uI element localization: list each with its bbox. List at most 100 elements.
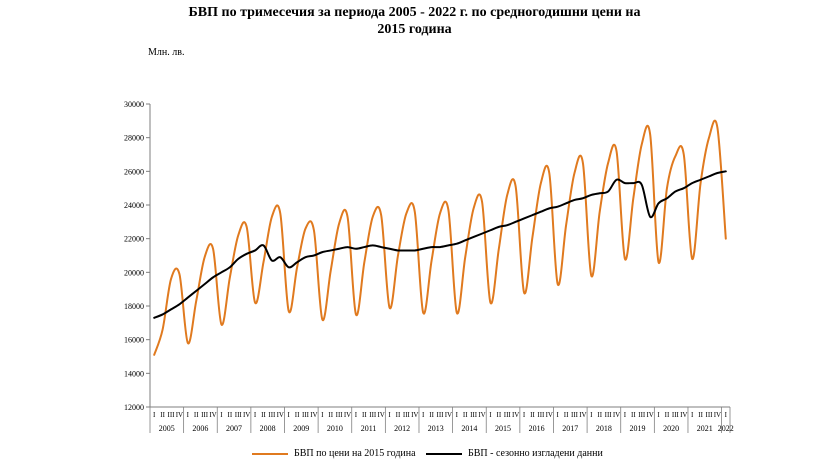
x-quarter-label: II — [261, 411, 266, 419]
x-year-label: 2019 — [630, 424, 646, 433]
y-tick-label: 14000 — [124, 369, 144, 378]
x-quarter-label: IV — [377, 411, 384, 419]
y-tick-label: 28000 — [124, 134, 144, 143]
legend-item-black: БВП - сезонно изгладени данни — [426, 448, 603, 459]
x-quarter-label: I — [321, 411, 324, 419]
x-quarter-label: IV — [344, 411, 351, 419]
legend-item-orange: БВП по цени на 2015 година — [252, 448, 416, 459]
x-quarter-label: IV — [613, 411, 620, 419]
x-quarter-label: III — [268, 411, 276, 419]
x-quarter-label: III — [571, 411, 579, 419]
x-year-label: 2005 — [159, 424, 175, 433]
x-year-label: 2009 — [293, 424, 309, 433]
x-year-label: 2015 — [495, 424, 511, 433]
x-quarter-label: I — [220, 411, 223, 419]
legend-swatch-orange — [252, 452, 288, 455]
x-quarter-label: I — [456, 411, 459, 419]
x-quarter-label: III — [336, 411, 344, 419]
y-axis-unit-label: Млн. лв. — [148, 47, 185, 58]
x-quarter-label: II — [530, 411, 535, 419]
x-quarter-label: III — [437, 411, 445, 419]
y-tick-label: 16000 — [124, 336, 144, 345]
x-quarter-label: II — [665, 411, 670, 419]
x-quarter-label: II — [698, 411, 703, 419]
x-quarter-label: IV — [176, 411, 183, 419]
gdp-line-chart: 12000 14000 16000 18000 20000 22000 24000 26000… — [124, 100, 734, 433]
x-quarter-label: IV — [546, 411, 553, 419]
x-quarter-label: I — [388, 411, 391, 419]
x-year-label: 2020 — [663, 424, 679, 433]
x-quarter-label: I — [691, 411, 694, 419]
x-quarter-label: II — [228, 411, 233, 419]
chart-title-line-1: БВП по тримесечия за периода 2005 - 2022… — [188, 5, 641, 20]
x-quarter-label: II — [160, 411, 165, 419]
x-year-label: 2013 — [428, 424, 444, 433]
x-quarter-label: III — [638, 411, 646, 419]
x-quarter-label: IV — [512, 411, 519, 419]
x-quarter-label: I — [624, 411, 627, 419]
x-quarter-label: I — [187, 411, 190, 419]
x-year-label: 2017 — [562, 424, 578, 433]
x-year-label: 2022 — [718, 424, 734, 433]
y-tick-label: 20000 — [124, 268, 144, 277]
x-quarter-label: II — [362, 411, 367, 419]
y-tick-label: 24000 — [124, 201, 144, 210]
x-quarter-label: II — [328, 411, 333, 419]
x-quarter-label: IV — [680, 411, 687, 419]
y-tick-label: 18000 — [124, 302, 144, 311]
x-quarter-label: II — [564, 411, 569, 419]
x-year-label: 2010 — [327, 424, 343, 433]
x-year-label: 2021 — [697, 424, 713, 433]
x-quarter-label: IV — [310, 411, 317, 419]
x-quarter-label: IV — [411, 411, 418, 419]
x-quarter-label: III — [705, 411, 713, 419]
x-year-label: 2011 — [361, 424, 377, 433]
x-quarter-label: III — [235, 411, 243, 419]
x-quarter-label: I — [254, 411, 257, 419]
x-quarter-label: IV — [243, 411, 250, 419]
series-line-gdp-2015-prices — [153, 119, 727, 356]
x-quarter-label: I — [725, 411, 728, 419]
x-quarter-label: III — [605, 411, 613, 419]
x-year-label: 2016 — [529, 424, 545, 433]
x-quarter-label: I — [523, 411, 526, 419]
x-quarter-label: III — [504, 411, 512, 419]
x-quarter-label: III — [672, 411, 680, 419]
x-quarter-label: II — [396, 411, 401, 419]
x-quarter-label: IV — [714, 411, 721, 419]
x-quarter-label: I — [288, 411, 291, 419]
x-quarter-label: III — [201, 411, 209, 419]
x-quarter-label: I — [557, 411, 560, 419]
x-year-label: 2007 — [226, 424, 242, 433]
x-quarter-label: IV — [445, 411, 452, 419]
chart-series — [153, 119, 727, 356]
chart-axes: 12000 14000 16000 18000 20000 22000 24000 26000… — [124, 100, 734, 433]
x-quarter-label: III — [470, 411, 478, 419]
x-quarter-label: II — [497, 411, 502, 419]
chart-title: БВП по тримесечия за периода 2005 - 2022… — [0, 4, 829, 38]
x-quarter-label: IV — [209, 411, 216, 419]
x-quarter-label: IV — [478, 411, 485, 419]
x-quarter-label: IV — [646, 411, 653, 419]
y-tick-label: 12000 — [124, 403, 144, 412]
x-quarter-label: I — [355, 411, 358, 419]
x-quarter-label: II — [463, 411, 468, 419]
x-quarter-label: II — [295, 411, 300, 419]
x-quarter-label: II — [194, 411, 199, 419]
y-tick-label: 22000 — [124, 235, 144, 244]
x-quarter-label: III — [168, 411, 176, 419]
x-quarter-label: I — [657, 411, 660, 419]
x-quarter-label: III — [403, 411, 411, 419]
legend-label-orange: БВП по цени на 2015 година — [294, 448, 416, 459]
x-quarter-label: IV — [579, 411, 586, 419]
x-year-label: 2018 — [596, 424, 612, 433]
x-quarter-label: I — [590, 411, 593, 419]
x-quarter-label: II — [597, 411, 602, 419]
chart-legend: БВП по цени на 2015 година БВП - сезонно… — [0, 448, 829, 464]
x-quarter-label: III — [537, 411, 545, 419]
y-tick-label: 26000 — [124, 167, 144, 176]
x-year-label: 2012 — [394, 424, 410, 433]
x-quarter-label: III — [302, 411, 310, 419]
x-year-label: 2006 — [192, 424, 208, 433]
x-quarter-label: II — [631, 411, 636, 419]
